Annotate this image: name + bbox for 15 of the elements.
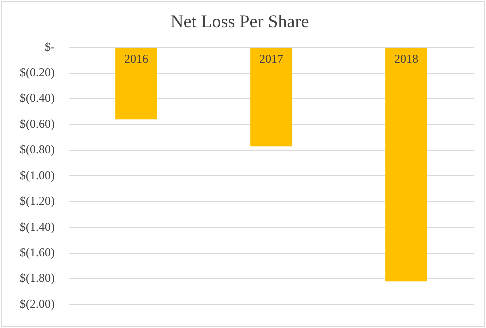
y-tick-label: $(1.20)	[20, 194, 55, 208]
x-tick-label: 2018	[394, 52, 418, 66]
y-tick-label: $(0.40)	[20, 91, 55, 106]
y-tick-label: $(0.20)	[20, 65, 55, 80]
y-tick-label: $(0.80)	[20, 142, 55, 157]
y-tick-label: $(0.60)	[20, 116, 55, 131]
y-tick-label: $(1.40)	[20, 220, 55, 234]
y-tick-label: $(1.00)	[20, 168, 55, 182]
y-tick-label: $(1.60)	[20, 246, 55, 260]
y-tick-label: $-	[44, 40, 55, 54]
y-tick-label: $(2.00)	[20, 296, 55, 311]
x-tick-label: 2017	[259, 52, 284, 66]
chart-title: Net Loss Per Share	[170, 12, 310, 32]
y-tick-label: $(1.80)	[20, 271, 55, 286]
x-tick-label: 2016	[124, 52, 148, 66]
